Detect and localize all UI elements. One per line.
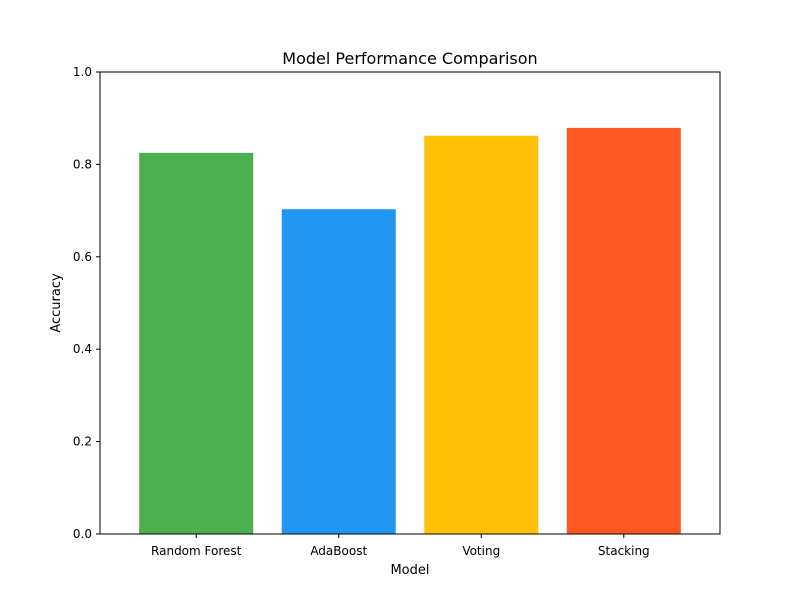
y-tick-label: 0.8 bbox=[73, 157, 92, 171]
y-axis-label: Accuracy bbox=[49, 273, 64, 333]
y-tick-label: 0.4 bbox=[73, 342, 92, 356]
y-tick-label: 0.6 bbox=[73, 250, 92, 264]
x-axis-label: Model bbox=[390, 563, 429, 578]
x-tick-label: Random Forest bbox=[151, 544, 242, 558]
bar-adaboost bbox=[281, 209, 396, 535]
bars-group bbox=[139, 127, 681, 535]
y-tick-label: 0.2 bbox=[73, 435, 92, 449]
x-tick-label: Stacking bbox=[598, 544, 650, 558]
x-tick-label: Voting bbox=[462, 544, 500, 558]
y-axis-ticks: 0.0 0.2 0.4 0.6 0.8 1.0 bbox=[73, 65, 100, 541]
chart-title: Model Performance Comparison bbox=[282, 49, 537, 68]
bar-voting bbox=[424, 135, 539, 535]
x-tick-label: AdaBoost bbox=[310, 544, 367, 558]
bar-stacking bbox=[566, 127, 681, 534]
x-axis-ticks: Random Forest AdaBoost Voting Stacking bbox=[151, 534, 650, 558]
bar-random-forest bbox=[139, 152, 254, 534]
y-tick-label: 0.0 bbox=[73, 527, 92, 541]
plot-frame bbox=[99, 71, 721, 535]
y-tick-label: 1.0 bbox=[73, 65, 92, 79]
